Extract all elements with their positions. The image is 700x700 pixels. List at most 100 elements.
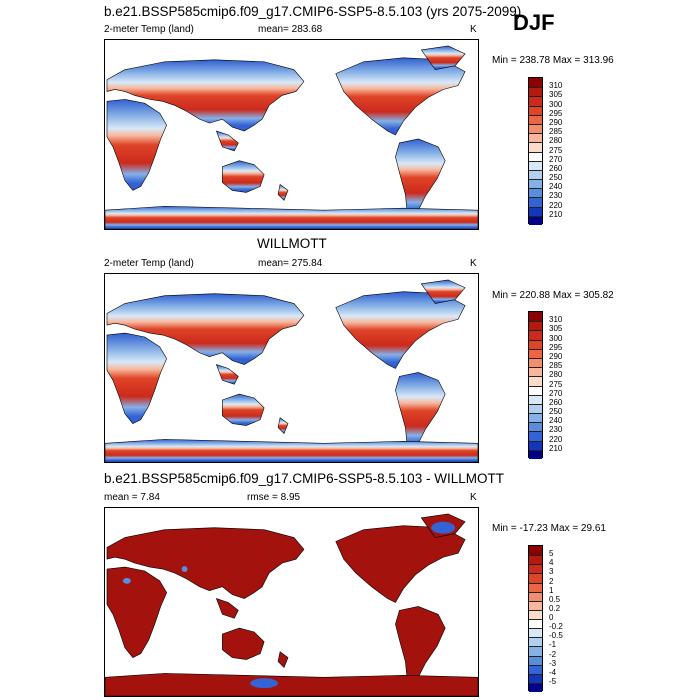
land-australia bbox=[222, 393, 265, 426]
colorbar-swatch bbox=[529, 169, 542, 180]
colorbar-swatch bbox=[529, 573, 542, 583]
panel-2-minmax-label: Min = 220.88 Max = 305.82 bbox=[492, 290, 614, 301]
colorbar-tick-label: 280 bbox=[549, 370, 563, 380]
colorbar-tick-label: 210 bbox=[549, 443, 563, 453]
colorbar-swatch bbox=[529, 682, 542, 692]
colorbar-swatch bbox=[529, 637, 542, 647]
colorbar-swatch bbox=[529, 160, 542, 170]
colorbar-swatch bbox=[529, 312, 542, 322]
land-samerica bbox=[395, 372, 446, 450]
land-africa bbox=[106, 99, 168, 191]
colorbar-tick-label: 285 bbox=[549, 127, 563, 137]
colorbar-tick-label: 2 bbox=[549, 576, 554, 586]
colorbar-tick-label: 305 bbox=[549, 90, 563, 100]
land-eurasia bbox=[106, 293, 305, 365]
colorbar-tick-label: 230 bbox=[549, 191, 563, 201]
land-seasia bbox=[215, 130, 239, 152]
colorbar-swatch bbox=[529, 151, 542, 161]
colorbar-tick-label: 250 bbox=[549, 173, 563, 183]
panel-2-colorbar bbox=[528, 311, 543, 459]
colorbar-tick-label: 305 bbox=[549, 324, 563, 334]
land-antarctica bbox=[105, 439, 478, 462]
colorbar-tick-label: 280 bbox=[549, 136, 563, 146]
cold-anomaly-africa bbox=[122, 577, 131, 584]
colorbar-swatch bbox=[529, 431, 542, 441]
colorbar-tick-label: 1 bbox=[549, 585, 554, 595]
land-samerica bbox=[395, 138, 446, 217]
panel-3-map bbox=[104, 507, 479, 697]
panel-2-units-label: K bbox=[470, 258, 477, 269]
colorbar-swatch bbox=[529, 96, 542, 106]
land-australia bbox=[222, 160, 265, 193]
cold-anomaly-greenland bbox=[431, 521, 456, 534]
panel-1-units-label: K bbox=[470, 24, 477, 35]
panel-1-colorbar bbox=[528, 77, 543, 225]
colorbar-tick-label: -0.5 bbox=[549, 631, 563, 641]
colorbar-swatch bbox=[529, 348, 542, 358]
colorbar-tick-label: 300 bbox=[549, 99, 563, 109]
colorbar-tick-label: -2 bbox=[549, 649, 557, 659]
panel-1-minmax-label: Min = 238.78 Max = 313.96 bbox=[492, 55, 614, 66]
colorbar-swatch bbox=[529, 114, 542, 124]
colorbar-swatch bbox=[529, 600, 542, 610]
colorbar-swatch bbox=[529, 197, 542, 207]
panel-1-map bbox=[104, 39, 479, 230]
panel-3-units-label: K bbox=[470, 492, 477, 503]
colorbar-tick-label: 0.2 bbox=[549, 603, 561, 613]
panel-2-variable-label: 2-meter Temp (land) bbox=[104, 258, 194, 269]
colorbar-swatch bbox=[529, 78, 542, 88]
cold-anomaly-asia bbox=[181, 566, 188, 572]
colorbar-swatch bbox=[529, 449, 542, 459]
colorbar-tick-label: 290 bbox=[549, 351, 563, 361]
colorbar-swatch bbox=[529, 357, 542, 368]
colorbar-swatch bbox=[529, 591, 542, 601]
colorbar-swatch bbox=[529, 664, 542, 674]
land-nz bbox=[277, 651, 289, 668]
colorbar-tick-label: 290 bbox=[549, 117, 563, 127]
land-greenland bbox=[420, 279, 466, 304]
colorbar-tick-label: 295 bbox=[549, 342, 563, 352]
land-samerica bbox=[395, 606, 446, 684]
colorbar-swatch bbox=[529, 564, 542, 574]
colorbar-swatch bbox=[529, 394, 542, 404]
colorbar-swatch bbox=[529, 215, 542, 225]
colorbar-swatch bbox=[529, 413, 542, 423]
colorbar-tick-label: 240 bbox=[549, 182, 563, 192]
colorbar-tick-label: 260 bbox=[549, 163, 563, 173]
colorbar-tick-label: 5 bbox=[549, 549, 554, 559]
colorbar-swatch bbox=[529, 440, 542, 450]
panel-1-title: b.e21.BSSP585cmip6.f09_g17.CMIP6-SSP5-8.… bbox=[104, 4, 522, 19]
colorbar-swatch bbox=[529, 330, 542, 340]
colorbar-tick-label: 310 bbox=[549, 315, 563, 325]
colorbar-swatch bbox=[529, 673, 542, 683]
colorbar-swatch bbox=[529, 179, 542, 189]
colorbar-swatch bbox=[529, 422, 542, 432]
colorbar-swatch bbox=[529, 105, 542, 115]
land-namerica bbox=[335, 57, 466, 136]
colorbar-tick-label: 250 bbox=[549, 407, 563, 417]
land-africa bbox=[106, 332, 168, 424]
land-namerica bbox=[335, 525, 466, 603]
land-antarctica bbox=[105, 205, 478, 229]
colorbar-swatch bbox=[529, 321, 542, 331]
panel-1-mean-label: mean= 283.68 bbox=[258, 24, 323, 35]
colorbar-tick-label: 275 bbox=[549, 379, 563, 389]
colorbar-swatch bbox=[529, 385, 542, 395]
colorbar-swatch bbox=[529, 403, 542, 414]
land-nz bbox=[277, 183, 289, 201]
colorbar-swatch bbox=[529, 609, 542, 619]
colorbar-tick-label: -5 bbox=[549, 676, 557, 686]
colorbar-tick-label: -0.2 bbox=[549, 622, 563, 632]
colorbar-swatch bbox=[529, 206, 542, 216]
colorbar-tick-label: 210 bbox=[549, 209, 563, 219]
land-africa bbox=[106, 566, 168, 658]
land-seasia bbox=[215, 598, 239, 619]
colorbar-swatch bbox=[529, 376, 542, 386]
panel-3-mean-label: mean = 7.84 bbox=[104, 492, 160, 503]
land-greenland bbox=[420, 45, 466, 71]
colorbar-swatch bbox=[529, 87, 542, 97]
colorbar-swatch bbox=[529, 367, 542, 377]
panel-3-rmse-label: rmse = 8.95 bbox=[247, 492, 301, 503]
colorbar-tick-label: 0 bbox=[549, 613, 554, 622]
colorbar-swatch bbox=[529, 555, 542, 565]
